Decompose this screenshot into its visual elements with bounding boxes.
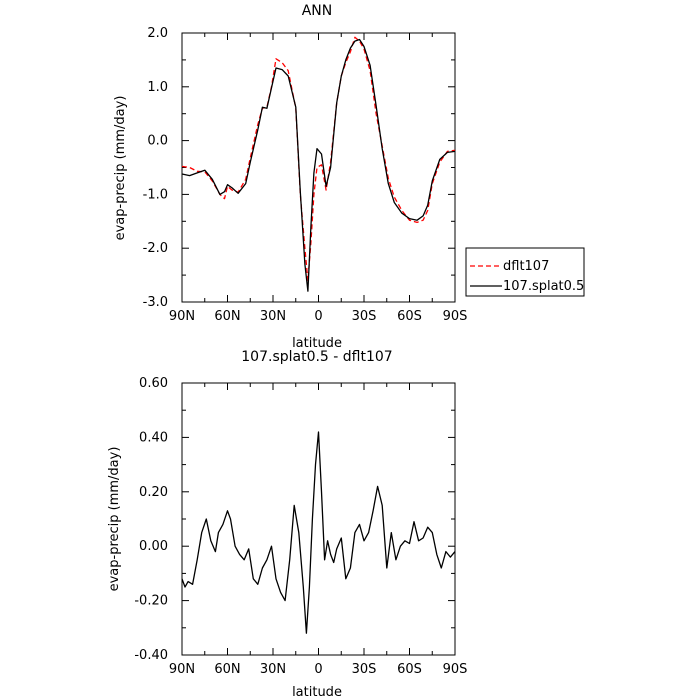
legend-label-dflt107: dflt107 <box>503 259 549 274</box>
x-tick-label: 60N <box>214 309 240 324</box>
bottom-plot: 107.splat0.5 - dflt107 latitude evap-pre… <box>107 349 467 700</box>
x-tick-label: 90N <box>169 662 195 677</box>
y-axis-label: evap-precip (mm/day) <box>107 447 122 592</box>
legend: dflt107 107.splat0.5 <box>465 247 585 297</box>
legend-box <box>465 247 585 297</box>
y-axis-label: evap-precip (mm/day) <box>113 96 128 241</box>
x-axis-label: latitude <box>292 336 342 351</box>
y-tick-label: 0.40 <box>139 430 168 445</box>
x-tick-label: 60N <box>214 662 240 677</box>
top-plot: ANN latitude evap-precip (mm/day) 90N 60N… <box>113 3 467 351</box>
series-line-107-splat0-5 <box>181 38 456 292</box>
x-tick-label: 0 <box>314 309 322 324</box>
y-tick-label: -1.0 <box>143 187 168 202</box>
plot-frame <box>181 382 456 656</box>
y-tick-label: -3.0 <box>143 295 168 310</box>
y-tick-label: -2.0 <box>143 241 168 256</box>
plot-title: ANN <box>302 3 333 19</box>
x-tick-label: 30N <box>260 309 286 324</box>
x-tick-label: 90S <box>443 309 468 324</box>
legend-label-splat: 107.splat0.5 <box>503 279 584 294</box>
x-tick-label: 30N <box>260 662 286 677</box>
y-tick-label: 0.20 <box>139 485 168 500</box>
y-tick-label: -0.40 <box>134 648 168 663</box>
x-tick-label: 0 <box>314 662 322 677</box>
x-tick-label: 60S <box>397 662 422 677</box>
x-tick-label: 90S <box>443 662 468 677</box>
x-tick-label: 90N <box>169 309 195 324</box>
y-tick-label: -0.20 <box>134 594 168 609</box>
difference-line <box>181 431 456 634</box>
y-tick-label: 0.00 <box>139 539 168 554</box>
x-tick-label: 60S <box>397 309 422 324</box>
y-tick-label: 0.60 <box>139 376 168 391</box>
y-tick-label: 0.0 <box>147 134 168 149</box>
series-line-dflt107 <box>181 36 456 282</box>
x-axis-label: latitude <box>292 685 342 700</box>
plot-frame <box>181 32 456 303</box>
y-tick-label: 2.0 <box>147 26 168 41</box>
x-tick-label: 30S <box>352 309 377 324</box>
x-tick-label: 30S <box>352 662 377 677</box>
plot-title: 107.splat0.5 - dflt107 <box>241 349 392 365</box>
y-tick-label: 1.0 <box>147 80 168 95</box>
